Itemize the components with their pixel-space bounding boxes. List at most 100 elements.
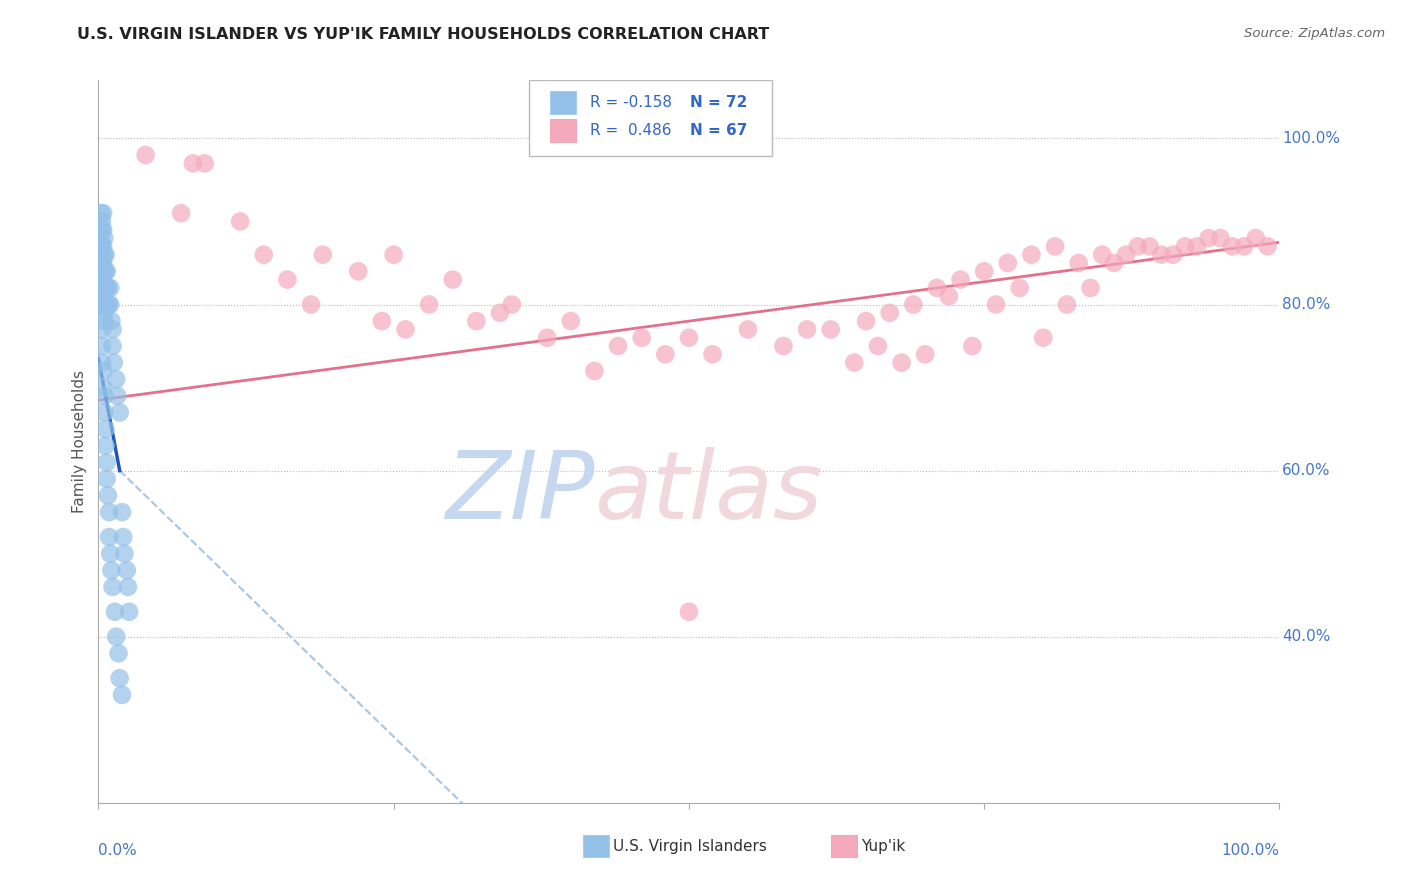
Point [560,314,582,328]
Point [914,347,936,361]
Point [1209,231,1232,245]
Point [101,580,124,594]
Point [91,356,114,370]
Point [98,297,121,311]
Text: 40.0%: 40.0% [1282,629,1330,644]
Text: U.S. Virgin Islanders: U.S. Virgin Islanders [613,838,768,854]
Point [1220,239,1243,253]
Point [1008,281,1031,295]
Point [536,331,558,345]
Point [93,314,115,328]
Point [97,281,120,295]
Point [93,264,115,278]
Point [91,264,114,278]
Point [98,505,121,519]
Point [100,314,122,328]
Point [91,248,114,262]
Point [1021,248,1043,262]
Point [938,289,960,303]
Point [501,297,523,311]
Point [949,272,972,286]
Text: U.S. VIRGIN ISLANDER VS YUP'IK FAMILY HOUSEHOLDS CORRELATION CHART: U.S. VIRGIN ISLANDER VS YUP'IK FAMILY HO… [77,27,769,42]
Point [91,339,114,353]
Point [115,563,138,577]
Text: N = 72: N = 72 [690,95,748,111]
Point [91,322,114,336]
FancyBboxPatch shape [550,91,575,114]
Point [630,331,652,345]
Point [229,214,252,228]
Point [94,422,117,436]
Point [93,389,115,403]
Point [441,272,464,286]
Point [108,671,131,685]
Point [93,248,115,262]
FancyBboxPatch shape [582,835,609,857]
Point [101,322,124,336]
Point [1150,248,1173,262]
Text: 80.0%: 80.0% [1282,297,1330,312]
Point [91,239,114,253]
Point [91,281,114,295]
Point [1233,239,1256,253]
Point [91,214,114,228]
Point [299,297,322,311]
Point [1198,231,1220,245]
Y-axis label: Family Households: Family Households [72,370,87,513]
Text: N = 67: N = 67 [690,122,748,137]
Point [94,297,117,311]
Point [111,688,134,702]
Point [489,306,512,320]
Point [1080,281,1102,295]
Point [96,281,118,295]
Point [101,339,124,353]
Point [253,248,276,262]
Point [1091,248,1114,262]
Point [118,605,141,619]
Point [607,339,630,353]
Point [1067,256,1090,270]
Point [1257,239,1279,253]
Point [105,389,128,403]
Point [890,356,912,370]
Text: 100.0%: 100.0% [1282,131,1340,146]
Point [844,356,866,370]
Point [394,322,416,336]
Point [194,156,217,170]
Point [170,206,193,220]
Point [583,364,606,378]
Point [104,605,127,619]
Point [91,380,114,394]
Point [91,256,114,270]
Point [96,264,118,278]
Point [90,206,112,220]
FancyBboxPatch shape [831,835,856,857]
Point [654,347,676,361]
Point [820,322,842,336]
Text: Yup'ik: Yup'ik [862,838,905,854]
Point [879,306,901,320]
Text: 100.0%: 100.0% [1222,843,1279,857]
Point [997,256,1019,270]
Point [91,364,114,378]
Point [98,530,121,544]
Point [1126,239,1149,253]
Point [93,231,115,245]
Point [1185,239,1208,253]
Point [96,472,118,486]
Text: R = -0.158: R = -0.158 [589,95,672,111]
Point [98,297,121,311]
Point [91,297,114,311]
Text: ZIP: ZIP [444,447,595,538]
Point [1056,297,1078,311]
Point [98,281,121,295]
Point [984,297,1007,311]
Point [1115,248,1137,262]
Text: Source: ZipAtlas.com: Source: ZipAtlas.com [1244,27,1385,40]
Point [94,248,117,262]
Point [181,156,204,170]
Point [382,248,405,262]
Point [91,256,114,270]
Point [93,297,115,311]
Point [93,405,115,419]
